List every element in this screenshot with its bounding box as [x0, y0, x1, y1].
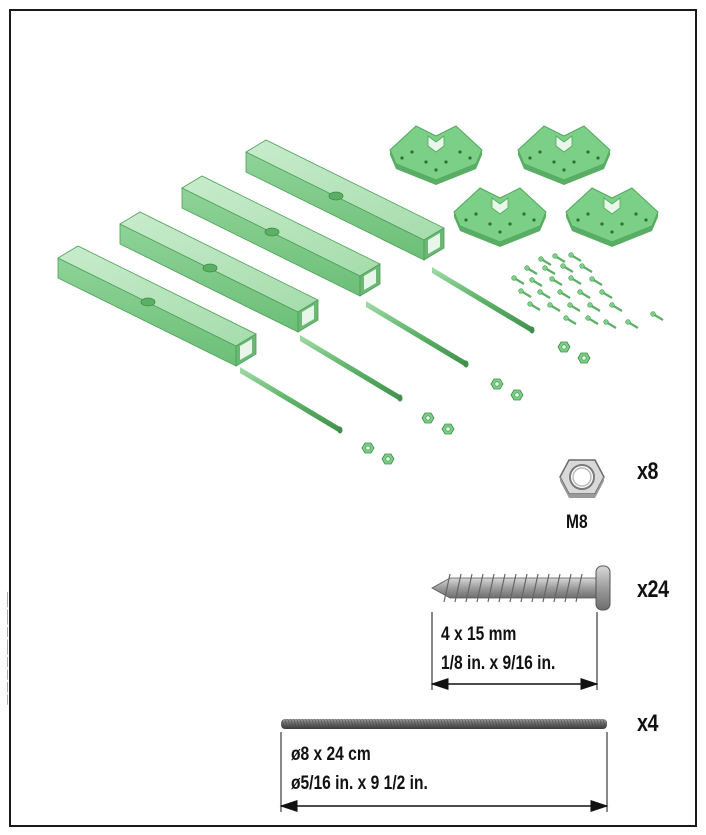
green-nut	[557, 341, 571, 353]
side-reference-text: __ __ __ __ ___ __ ___ ___	[0, 592, 8, 705]
screw-size-metric: 4 x 15 mm	[441, 624, 517, 645]
green-nut	[490, 378, 504, 390]
green-rod-2	[300, 335, 403, 402]
screw-quantity: x24	[637, 576, 669, 603]
bracket-4	[565, 187, 659, 248]
green-rod-1	[240, 367, 343, 434]
green-rod-4	[432, 267, 535, 334]
screw-size-imperial: 1/8 in. x 9/16 in.	[441, 653, 556, 674]
bracket-3	[453, 187, 547, 248]
nut-size-label: M8	[566, 512, 588, 533]
bracket-1	[389, 125, 483, 186]
green-nut	[441, 423, 455, 435]
rod-size-metric: ø8 x 24 cm	[291, 744, 371, 765]
hex-nut-icon	[559, 459, 605, 498]
nut-quantity: x8	[637, 458, 659, 485]
green-nut	[510, 389, 524, 401]
rod-quantity: x4	[637, 710, 659, 737]
green-nut	[421, 412, 435, 424]
green-nut	[361, 442, 375, 454]
rod-size-imperial: ø5/16 in. x 9 1/2 in.	[291, 773, 428, 794]
bracket-2	[517, 125, 611, 186]
green-nut	[577, 352, 591, 364]
screw-icon	[431, 565, 611, 611]
green-rod-3	[366, 301, 469, 368]
threaded-rod-icon	[281, 719, 607, 729]
green-screws	[510, 251, 665, 330]
green-nut	[381, 453, 395, 465]
